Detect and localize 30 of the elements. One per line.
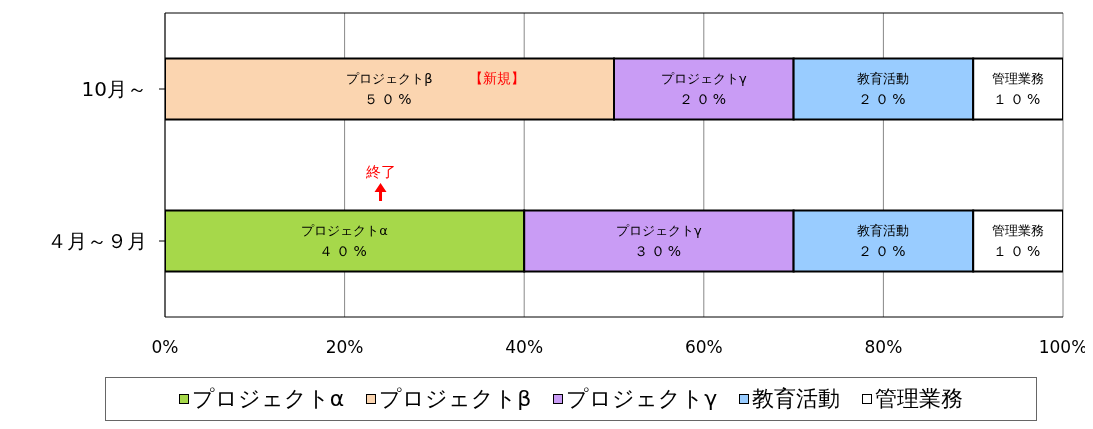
legend-label: プロジェクトα: [190, 385, 345, 413]
x-tick-label: 20%: [325, 337, 364, 358]
y-tick-label: ４月～９月: [47, 229, 147, 254]
legend-label: 教育活動: [751, 385, 841, 413]
data-label: １０%: [992, 243, 1044, 260]
legend-label: プロジェクトβ: [378, 385, 532, 413]
legend-label: 管理業務: [874, 385, 964, 413]
x-tick-label: 80%: [864, 337, 903, 358]
annotation: 【新規】: [469, 70, 526, 86]
text: 管理業務: [992, 223, 1045, 239]
x-tick-label: 40%: [505, 337, 544, 358]
data-label: ２０%: [858, 243, 909, 260]
data-label: １０%: [992, 91, 1044, 108]
y-tick-label: 10月～: [81, 77, 147, 102]
data-label: ５０%: [364, 91, 415, 108]
annotation: 終了: [364, 163, 396, 181]
data-label: ４０%: [319, 243, 370, 260]
text: 教育活動: [857, 223, 910, 239]
data-label: ３０%: [633, 243, 685, 260]
data-label: ２０%: [858, 91, 909, 108]
data-label: ２０%: [678, 91, 729, 108]
legend-label: プロジェクトγ: [565, 385, 718, 413]
x-tick-label: 0%: [151, 337, 179, 358]
x-tick-label: 60%: [684, 337, 723, 358]
text: 教育活動: [857, 71, 910, 87]
text: プロジェクトβ: [346, 71, 433, 87]
text: プロジェクトα: [301, 223, 388, 239]
text: 管理業務: [992, 71, 1045, 87]
text: プロジェクトγ: [660, 71, 747, 87]
text: プロジェクトγ: [616, 223, 702, 239]
